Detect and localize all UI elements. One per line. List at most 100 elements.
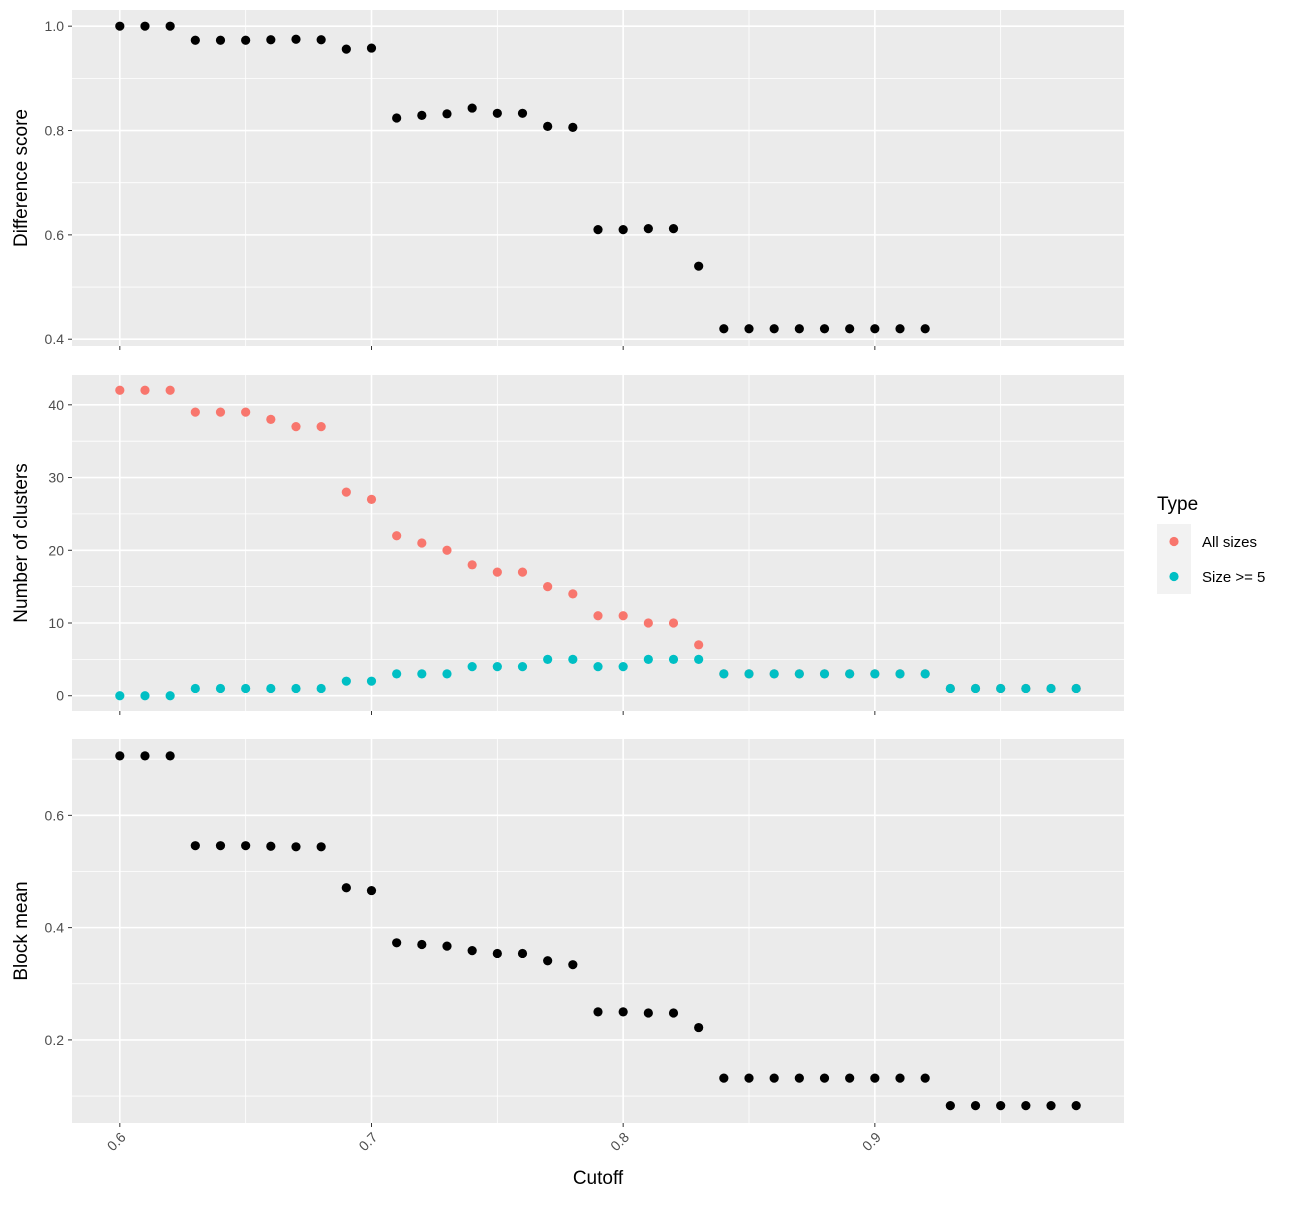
y-tick-label: 1.0 <box>45 18 65 34</box>
panel-top: 0.4 0.6 0.8 1.0 Difference score <box>11 10 1124 350</box>
panel-background <box>72 375 1124 711</box>
data-point <box>694 261 704 271</box>
data-point <box>140 691 150 701</box>
data-point <box>417 939 427 950</box>
data-point <box>517 948 528 959</box>
y-tick-label: 0.4 <box>45 331 65 347</box>
data-point <box>140 21 150 31</box>
data-point <box>467 560 477 570</box>
panel-bottom: 0.2 0.4 0.6 Block mean <box>11 739 1124 1127</box>
data-point <box>291 34 301 44</box>
y-tick-label: 0.6 <box>45 807 65 823</box>
data-point <box>845 1073 855 1083</box>
chart-panels: 0.4 0.6 0.8 1.0 Difference score 0 10 20 30 40 Num… <box>11 10 1124 1127</box>
data-point <box>517 662 528 672</box>
data-point <box>366 676 377 686</box>
data-point <box>794 669 804 679</box>
data-point <box>543 121 553 131</box>
data-point <box>895 324 905 334</box>
data-point <box>165 21 175 31</box>
data-point <box>492 948 502 959</box>
data-point <box>467 662 477 672</box>
data-point <box>996 683 1006 694</box>
panel-background <box>72 10 1124 346</box>
y-tick-label: 10 <box>48 615 64 631</box>
y-tick-label: 0 <box>56 688 64 704</box>
data-point <box>1021 1100 1031 1111</box>
data-point <box>643 618 653 628</box>
data-point <box>769 324 779 334</box>
data-point <box>241 841 251 851</box>
data-point <box>442 545 452 555</box>
data-point <box>442 941 452 951</box>
y-axis-title: Number of clusters <box>11 463 32 622</box>
data-point <box>266 683 276 694</box>
data-point <box>467 103 477 113</box>
data-point <box>970 1100 981 1111</box>
data-point <box>316 683 326 694</box>
legend-key-marker <box>1169 571 1179 582</box>
data-point <box>618 1007 628 1017</box>
data-point <box>744 324 754 334</box>
x-tick-label: 0.6 <box>104 1129 129 1154</box>
data-point <box>1046 1100 1056 1111</box>
legend-key-marker <box>1169 536 1179 547</box>
data-point <box>568 122 578 132</box>
data-point <box>115 385 125 395</box>
data-point <box>593 611 603 621</box>
data-point <box>442 669 452 679</box>
data-point <box>266 841 276 851</box>
data-point <box>668 1008 679 1018</box>
data-point <box>417 669 427 679</box>
y-tick-label: 20 <box>48 542 64 558</box>
data-point <box>341 44 351 54</box>
data-point <box>819 1073 830 1083</box>
data-point <box>266 35 276 45</box>
data-point <box>316 35 326 45</box>
data-point <box>241 35 251 45</box>
data-point <box>215 35 226 45</box>
data-point <box>316 422 326 432</box>
data-point <box>165 691 175 701</box>
data-point <box>190 841 200 851</box>
data-point <box>870 669 880 679</box>
data-point <box>366 494 377 504</box>
data-point <box>719 669 729 679</box>
data-point <box>442 109 452 119</box>
data-point <box>392 938 402 948</box>
panel-background <box>72 739 1124 1123</box>
data-point <box>945 1100 955 1111</box>
data-point <box>366 885 377 896</box>
x-tick-label: 0.9 <box>859 1129 884 1154</box>
data-point <box>543 654 553 664</box>
data-point <box>819 324 830 334</box>
y-tick-label: 40 <box>48 397 64 413</box>
data-point <box>140 385 150 395</box>
data-point <box>870 1073 880 1083</box>
data-point <box>492 108 502 118</box>
data-point <box>115 691 125 701</box>
y-tick-label: 0.2 <box>45 1032 65 1048</box>
data-point <box>668 654 679 664</box>
data-point <box>668 618 679 628</box>
y-tick-label: 30 <box>48 470 64 486</box>
panel-middle: 0 10 20 30 40 Number of clusters <box>11 375 1124 715</box>
data-point <box>643 224 653 234</box>
data-point <box>1071 1100 1081 1111</box>
data-point <box>945 683 955 694</box>
data-point <box>694 654 704 664</box>
data-point <box>115 21 125 31</box>
data-point <box>870 324 880 334</box>
data-point <box>1021 683 1031 694</box>
data-point <box>568 654 578 664</box>
data-point <box>1071 683 1081 694</box>
y-axis-title: Difference score <box>11 109 32 247</box>
data-point <box>694 1022 704 1033</box>
data-point <box>920 1073 930 1083</box>
data-point <box>215 407 226 417</box>
data-point <box>190 407 200 417</box>
data-point <box>744 1073 754 1083</box>
data-point <box>643 654 653 664</box>
y-tick-label: 0.4 <box>45 920 65 936</box>
